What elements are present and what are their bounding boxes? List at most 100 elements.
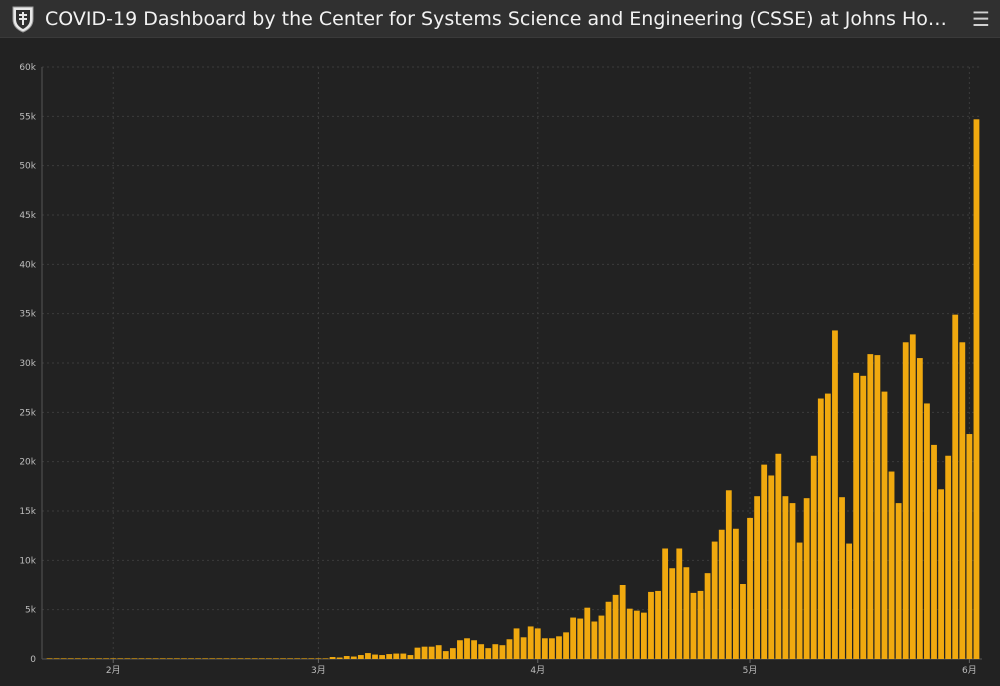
bar [506,639,513,659]
bar [471,640,477,659]
bar [343,656,350,659]
bar [782,496,789,659]
bar [124,658,131,659]
bar [598,615,605,659]
bar [273,658,279,659]
bar [669,568,676,659]
y-tick-label: 60k [19,63,36,73]
bar [350,656,357,659]
bar [386,654,393,659]
bar [145,658,152,659]
bar [662,548,669,659]
x-tick-label: 6月 [962,665,977,676]
bar [117,658,124,659]
bar [556,636,562,659]
y-tick-label: 45k [19,211,36,221]
bar [612,594,619,659]
bar [322,658,329,659]
bar [407,655,414,659]
bar [379,655,385,659]
bar [966,434,973,659]
y-tick-label: 15k [19,507,36,517]
bar [244,658,251,659]
hamburger-menu-icon[interactable]: ☰ [972,7,990,31]
bar [152,658,159,659]
bar [853,372,860,659]
bar [626,608,633,659]
bar [591,621,598,659]
bar [633,610,640,659]
university-shield-icon [12,6,34,33]
bar [747,517,753,659]
bar [265,658,272,659]
bar [860,375,867,659]
bar [641,612,647,659]
y-tick-label: 50k [19,162,36,172]
bar [881,391,888,659]
bar [174,658,180,659]
bar [287,658,294,659]
bar [457,640,463,659]
bar [53,658,60,659]
bar [931,444,937,659]
bar [96,658,102,659]
bar [952,314,959,659]
bar [209,658,216,659]
x-tick-label: 3月 [311,665,326,676]
bar [832,330,838,659]
bar [648,591,654,659]
y-tick-label: 25k [19,408,36,418]
bar [690,592,697,659]
bar [188,658,194,659]
bar [796,542,803,659]
bar [74,658,81,659]
bar [541,638,548,659]
bar [131,658,138,659]
bar [902,342,909,659]
bar [485,648,492,659]
bar [89,658,95,659]
bar [704,573,711,659]
bar [258,658,265,659]
bar [435,645,442,659]
bar [768,475,775,659]
x-tick-label: 2月 [106,665,121,676]
bar [895,503,902,659]
y-tick-label: 10k [19,556,36,566]
bar [817,398,824,659]
y-tick-label: 0 [30,655,36,665]
y-tick-label: 30k [19,359,36,369]
bar [421,646,428,659]
bar [824,393,831,659]
bar [740,584,746,659]
bar [655,590,661,659]
bar [973,119,980,660]
bar [761,464,768,659]
bar [924,403,930,659]
bar [237,658,244,659]
y-tick-label: 5k [25,606,37,616]
bar [223,658,230,659]
bar [336,657,343,659]
bar [216,658,223,659]
bar [329,657,336,659]
bar [449,648,456,659]
bar [159,658,166,659]
bar [308,658,315,659]
bar [138,658,145,659]
bar [67,658,74,659]
bar [754,496,761,659]
bar [365,653,371,659]
bar [732,528,739,659]
bar [499,645,506,659]
bar [110,658,117,659]
bar [563,632,569,659]
y-tick-label: 35k [19,310,36,320]
bar [527,626,534,659]
x-tick-label: 4月 [530,665,545,676]
bar [46,658,53,659]
y-tick-label: 20k [19,458,36,468]
bar [294,658,301,659]
bar [810,455,817,659]
x-tick-label: 5月 [743,665,758,676]
